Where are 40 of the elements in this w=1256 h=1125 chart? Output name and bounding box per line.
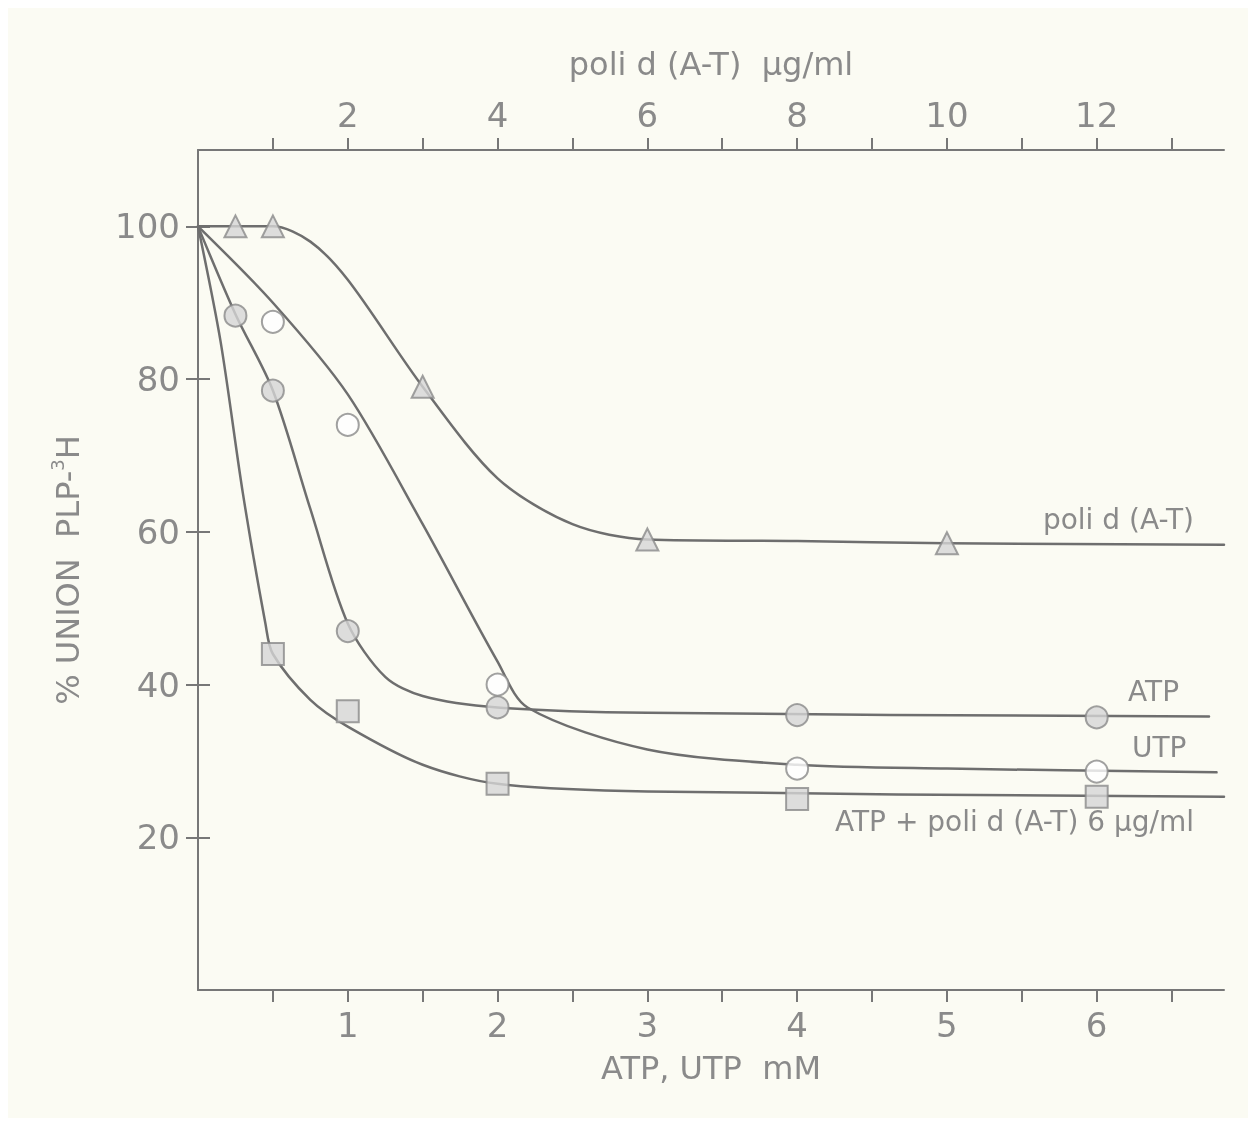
point — [1084, 705, 1109, 730]
point — [260, 309, 285, 334]
x2-tick-label: 2 — [336, 95, 359, 135]
x2-tick-label: 12 — [1075, 95, 1119, 135]
point — [485, 771, 510, 796]
point — [335, 619, 360, 644]
x-tick-label: 1 — [336, 1005, 359, 1045]
x2-tick-label: 4 — [486, 95, 509, 135]
y-tick-label: 100 — [115, 206, 180, 247]
x-tick-label: 3 — [636, 1005, 659, 1045]
point — [223, 303, 248, 328]
y-tick-label: 20 — [136, 817, 180, 858]
series-label: poli d (A-T) — [1042, 503, 1194, 537]
x2-tick-label: 8 — [786, 95, 808, 135]
point — [1084, 784, 1109, 809]
point — [785, 756, 810, 781]
point — [785, 787, 810, 812]
y-axis-title: % UNION PLP-3H — [46, 435, 87, 705]
x-axis-title: ATP, UTP mM — [601, 1049, 821, 1087]
series-label: UTP — [1132, 730, 1187, 764]
point — [485, 672, 510, 697]
y-tick-label: 40 — [136, 664, 180, 705]
y-tick-label: 60 — [136, 511, 180, 552]
point — [785, 703, 810, 728]
point — [335, 699, 360, 724]
y-tick-label: 80 — [136, 359, 180, 400]
point — [260, 378, 285, 403]
x-tick-label: 6 — [1085, 1005, 1108, 1045]
x-tick-label: 5 — [936, 1005, 958, 1045]
point — [335, 412, 360, 437]
x-tick-label: 4 — [786, 1005, 808, 1045]
point — [260, 642, 285, 666]
series-label: ATP — [1128, 675, 1180, 709]
x2-tick-label: 6 — [636, 95, 659, 135]
point — [485, 695, 510, 720]
x2-axis-title: poli d (A-T) µg/ml — [568, 45, 854, 83]
x2-tick-label: 10 — [925, 95, 969, 135]
point — [1084, 759, 1109, 784]
series-label: ATP + poli d (A-T) 6 µg/ml — [835, 805, 1194, 839]
x-tick-label: 2 — [486, 1005, 509, 1045]
